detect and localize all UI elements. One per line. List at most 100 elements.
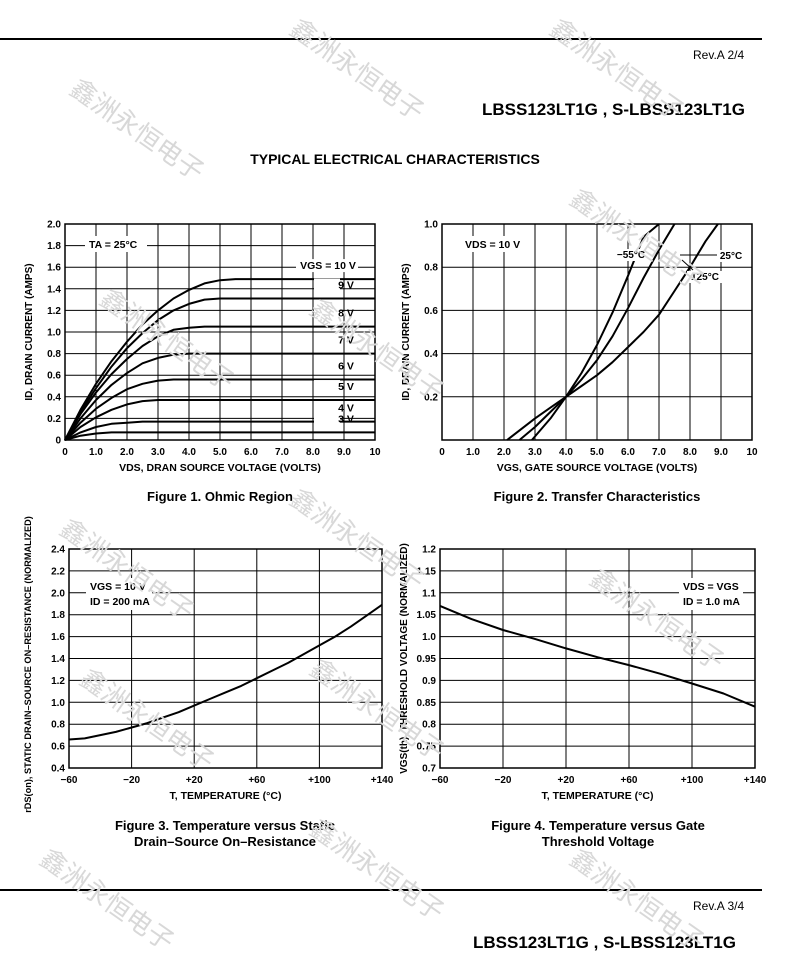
x-tick-label: 10 xyxy=(369,447,381,458)
figure-4-caption: Figure 4. Temperature versus Gate Thresh… xyxy=(443,818,753,850)
header-part-number: LBSS123LT1G , S-LBSS123LT1G xyxy=(482,100,745,119)
series-label-bg xyxy=(613,249,649,261)
x-tick-label: +100 xyxy=(681,775,704,786)
series-line-4-v xyxy=(64,420,375,441)
y-tick-label: 1.2 xyxy=(422,545,436,556)
annotation-vgs: VGS = 10 V xyxy=(90,581,146,593)
x-tick-label: 1.0 xyxy=(466,447,480,458)
annotation-vds: VDS = VGS xyxy=(683,581,739,593)
x-tick-label: 4.0 xyxy=(559,447,573,458)
y-tick-label: 2.0 xyxy=(47,220,61,231)
series-line-25-c xyxy=(518,223,676,441)
x-axis-label: VDS, DRAN SOURCE VOLTAGE (VOLTS) xyxy=(119,462,321,474)
x-tick-label: 5.0 xyxy=(590,447,604,458)
y-tick-label: 1.0 xyxy=(51,698,65,709)
y-tick-label: 1.05 xyxy=(417,610,437,621)
y-axis-label: VGS(th), THRESHOLD VOLTAGE (NORMALIZED) xyxy=(399,543,410,774)
y-axis-label: ID, DRAIN CURRENT (AMPS) xyxy=(401,263,412,400)
y-tick-label: 2.2 xyxy=(51,566,65,577)
series-label-bg xyxy=(314,333,340,347)
y-tick-label: 0.8 xyxy=(51,720,65,731)
x-tick-label: +100 xyxy=(308,775,331,786)
y-tick-label: 1.4 xyxy=(51,654,65,665)
x-tick-label: 7.0 xyxy=(275,447,289,458)
series-label-bg xyxy=(713,250,749,262)
y-tick-label: 1.0 xyxy=(424,220,438,231)
y-tick-label: 0.9 xyxy=(422,676,436,687)
x-tick-label: 8.0 xyxy=(306,447,320,458)
plot-frame xyxy=(441,223,753,441)
series-line-rds-on- xyxy=(68,603,383,741)
y-tick-label: 0.6 xyxy=(51,742,65,753)
x-tick-label: −20 xyxy=(495,775,512,786)
y-tick-label: 0.6 xyxy=(47,371,61,382)
y-tick-label: 2.0 xyxy=(51,588,65,599)
y-tick-label: 0.85 xyxy=(417,698,437,709)
x-tick-label: 3.0 xyxy=(528,447,542,458)
x-tick-label: +60 xyxy=(248,775,265,786)
x-tick-label: +140 xyxy=(744,775,767,786)
x-axis-label: VGS, GATE SOURCE VOLTAGE (VOLTS) xyxy=(497,462,697,474)
annotation-id: ID = 200 mA xyxy=(90,596,150,608)
annotation-bg xyxy=(86,578,152,610)
series-line-vgs-10-v xyxy=(64,278,375,441)
x-tick-label: 4.0 xyxy=(182,447,196,458)
figure-1-caption: Figure 1. Ohmic Region xyxy=(147,489,293,504)
x-tick-label: 0 xyxy=(62,447,68,458)
series-label: 7 V xyxy=(338,335,354,347)
series-label: VGS = 10 V xyxy=(300,260,356,272)
x-tick-label: +60 xyxy=(621,775,638,786)
x-tick-label: 9.0 xyxy=(714,447,728,458)
annotation-bg xyxy=(462,236,522,252)
x-tick-label: 6.0 xyxy=(621,447,635,458)
y-tick-label: 1.8 xyxy=(51,610,65,621)
y-tick-label: 1.15 xyxy=(417,566,437,577)
x-tick-label: −60 xyxy=(61,775,78,786)
y-tick-label: 0.2 xyxy=(47,414,61,425)
y-tick-label: 0.95 xyxy=(417,654,437,665)
y-tick-label: 1.4 xyxy=(47,284,61,295)
x-tick-label: 5.0 xyxy=(213,447,227,458)
series-label: 125°C xyxy=(691,272,719,283)
series-label-bg xyxy=(314,380,340,394)
series-label-bg xyxy=(314,278,340,292)
y-tick-label: 1.6 xyxy=(51,632,65,643)
series-line-5-v xyxy=(64,399,375,441)
series-label: 9 V xyxy=(338,280,354,292)
plot-frame xyxy=(439,548,756,769)
header-revision: Rev.A 2/4 xyxy=(693,48,745,62)
y-tick-label: 1.0 xyxy=(47,328,61,339)
y-tick-label: 0.4 xyxy=(424,349,438,360)
x-tick-label: 7.0 xyxy=(652,447,666,458)
x-axis-label: T, TEMPERATURE (°C) xyxy=(170,790,282,802)
annotation-temperature: TA = 25°C xyxy=(89,239,138,251)
series-label: 8 V xyxy=(338,308,354,320)
x-tick-label: +140 xyxy=(371,775,394,786)
y-tick-label: 0.6 xyxy=(424,306,438,317)
y-axis-label: ID, DRAIN CURRENT (AMPS) xyxy=(24,263,35,400)
x-tick-label: +20 xyxy=(186,775,203,786)
y-tick-label: 0.4 xyxy=(51,764,65,775)
series-line-6-v xyxy=(64,378,375,441)
y-tick-label: 1.1 xyxy=(422,588,436,599)
x-tick-label: 10 xyxy=(746,447,758,458)
label-leader-line xyxy=(681,259,694,271)
x-tick-label: 8.0 xyxy=(683,447,697,458)
x-tick-label: 1.0 xyxy=(89,447,103,458)
y-tick-label: 0.4 xyxy=(47,392,61,403)
series-label: 25°C xyxy=(720,251,742,262)
x-tick-label: 9.0 xyxy=(337,447,351,458)
y-tick-label: 0.8 xyxy=(424,263,438,274)
y-tick-label: 1.6 xyxy=(47,263,61,274)
annotation-bg xyxy=(85,236,147,252)
series-label: 6 V xyxy=(338,361,354,373)
series-label-bg xyxy=(687,271,723,283)
y-tick-label: 0.2 xyxy=(424,392,438,403)
y-tick-label: 0.7 xyxy=(422,764,436,775)
figure-3-caption: Figure 3. Temperature versus Static Drai… xyxy=(70,818,380,850)
x-axis-label: T, TEMPERATURE (°C) xyxy=(542,790,654,802)
series-line-3-v xyxy=(64,431,375,441)
